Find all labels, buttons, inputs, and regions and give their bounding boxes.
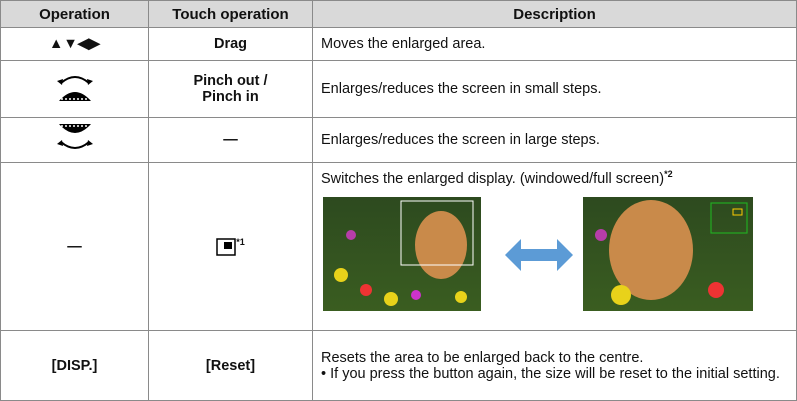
operation-cell: — bbox=[0, 162, 149, 331]
row: — Enlarges/reduces the screen in large s… bbox=[0, 117, 797, 163]
footnote-mark: *2 bbox=[664, 169, 673, 179]
footnote-mark: *1 bbox=[236, 237, 245, 247]
description-cell: Switches the enlarged display. (windowed… bbox=[312, 162, 797, 331]
description-cell: Enlarges/reduces the screen in small ste… bbox=[312, 60, 797, 118]
header-cell: Description bbox=[312, 0, 797, 28]
display-illustration bbox=[323, 196, 753, 311]
touch-cell: *1 bbox=[148, 162, 313, 331]
window-icon bbox=[216, 238, 236, 256]
header-cell: Operation bbox=[0, 0, 149, 28]
operation-cell: ▲▼◀▶ bbox=[0, 27, 149, 61]
touch-cell: [Reset] bbox=[148, 330, 313, 401]
row: — *1 Switches the enlarged display. (win… bbox=[0, 162, 797, 331]
row: ▲▼◀▶ Drag Moves the enlarged area. bbox=[0, 27, 797, 61]
description-cell: Enlarges/reduces the screen in large ste… bbox=[312, 117, 797, 163]
text-line: Switches the enlarged display. (windowed… bbox=[321, 170, 665, 187]
header-cell: Touch operation bbox=[148, 0, 313, 28]
text-line: Pinch out / bbox=[193, 73, 268, 89]
operation-cell: [DISP.] bbox=[0, 330, 149, 401]
text-line: Resets the area to be enlarged back to t… bbox=[321, 349, 644, 366]
operation-cell bbox=[0, 60, 149, 118]
row: [DISP.] [Reset] Resets the area to be en… bbox=[0, 330, 797, 401]
description-cell: Resets the area to be enlarged back to t… bbox=[312, 330, 797, 401]
text-line: • If you press the button again, the siz… bbox=[321, 365, 780, 382]
dial-icon bbox=[56, 124, 93, 149]
header-row: Operation Touch operation Description bbox=[0, 0, 797, 28]
description-cell: Moves the enlarged area. bbox=[312, 27, 797, 61]
touch-cell: Pinch out / Pinch in bbox=[148, 60, 313, 118]
touch-cell: — bbox=[148, 117, 313, 163]
row: Pinch out / Pinch in Enlarges/reduces the… bbox=[0, 60, 797, 118]
touch-cell: Drag bbox=[148, 27, 313, 61]
dial-icon bbox=[56, 76, 93, 101]
text-line: Pinch in bbox=[202, 89, 259, 105]
operation-cell bbox=[0, 117, 149, 163]
